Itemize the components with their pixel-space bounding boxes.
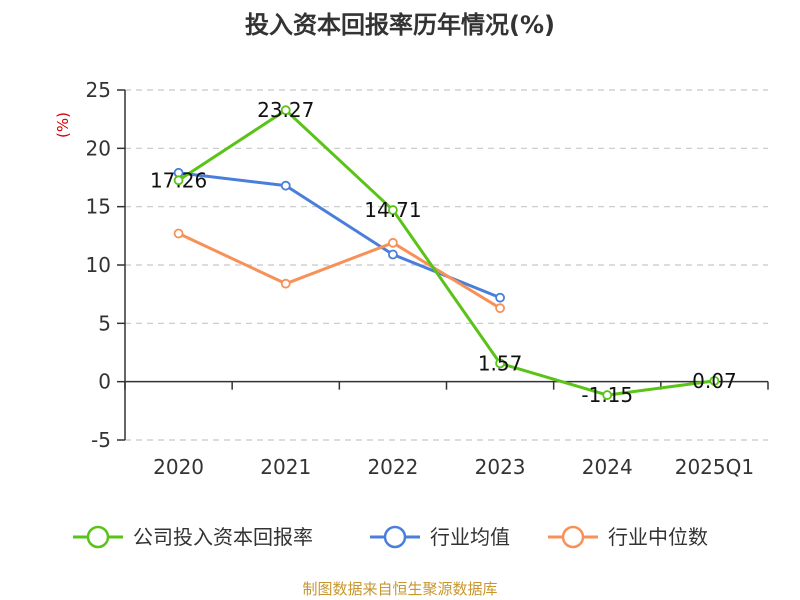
data-point: [495, 358, 505, 369]
y-tick-label: -5: [91, 428, 111, 452]
data-point: [173, 175, 184, 186]
data-label: 1.57: [478, 351, 523, 375]
legend-marker-icon: [561, 525, 585, 549]
data-point: [495, 303, 505, 314]
x-tick-label: 2020: [153, 455, 204, 479]
data-label: 14.71: [364, 198, 421, 222]
axes: 25 20 15 10 5 0 -5 2020 2021 2022 2023 2024 2025Q1: [86, 78, 769, 479]
data-point: [602, 390, 613, 400]
legend-label: 行业均值: [430, 525, 510, 549]
grid-lines: [125, 89, 768, 441]
y-tick-label: 20: [86, 136, 111, 160]
series-line: [177, 108, 715, 397]
series-line: [177, 232, 501, 310]
x-tick-label: 2022: [367, 455, 418, 479]
data-point: [388, 237, 398, 248]
data-point: [495, 292, 505, 303]
data-label: 0.07: [692, 369, 737, 393]
data-point: [280, 180, 291, 191]
data-source-note: 制图数据来自恒生聚源数据库: [302, 580, 497, 598]
x-tick-label: 2023: [475, 455, 526, 479]
data-label: -1.15: [581, 383, 633, 407]
y-tick-label: 25: [86, 78, 111, 102]
y-tick-label: 10: [86, 253, 111, 277]
data-point: [280, 105, 291, 116]
x-tick-label: 2024: [582, 455, 633, 479]
x-tick-label: 2021: [260, 455, 311, 479]
y-tick-label: 5: [98, 311, 111, 335]
legend-marker-icon: [383, 525, 407, 549]
y-axis-unit-label: (%): [54, 112, 72, 138]
data-labels: 17.26 23.27 14.71 1.57 -1.15 0.07: [150, 98, 737, 407]
legend-label: 行业中位数: [608, 525, 708, 549]
data-point: [709, 375, 720, 386]
y-tick-label: 0: [98, 370, 111, 394]
legend[interactable]: 公司投入资本回报率 行业均值 行业中位数: [73, 525, 708, 549]
data-point: [173, 228, 184, 239]
data-point: [388, 205, 398, 215]
data-label: 17.26: [150, 168, 207, 192]
data-point: [280, 278, 291, 289]
legend-label: 公司投入资本回报率: [133, 525, 313, 549]
legend-marker-icon: [86, 525, 110, 549]
x-tick-label: 2025Q1: [675, 455, 754, 479]
data-label: 23.27: [257, 98, 314, 122]
data-point: [388, 249, 398, 260]
series-group: [173, 105, 720, 400]
y-tick-label: 15: [86, 195, 111, 219]
chart-title: 投入资本回报率历年情况(%): [245, 11, 555, 39]
